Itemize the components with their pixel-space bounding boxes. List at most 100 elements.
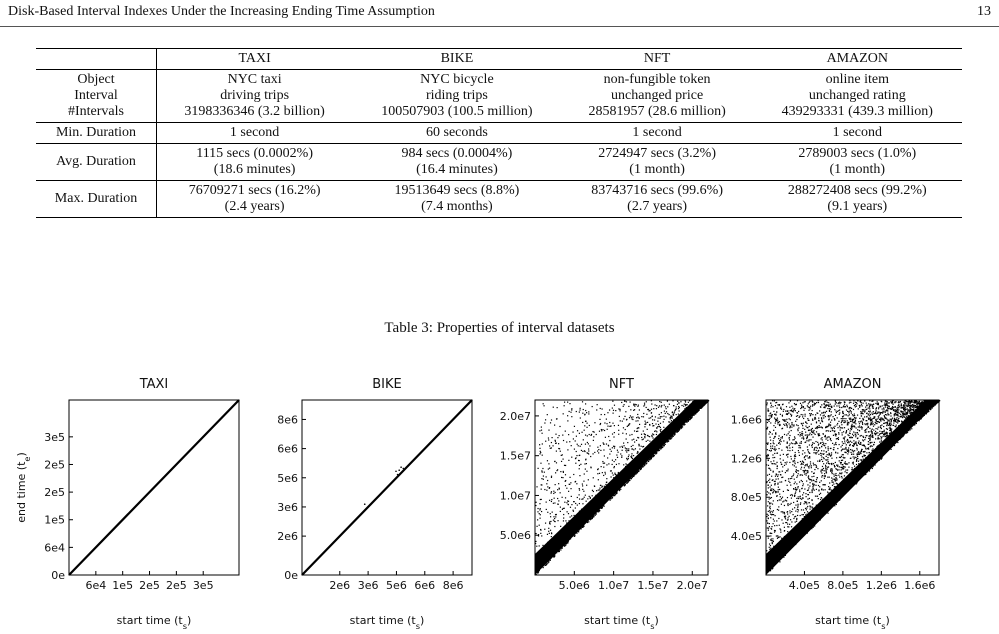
scatter-point (862, 436, 865, 438)
scatter-point (677, 418, 680, 420)
scatter-point (670, 415, 672, 417)
scatter-point (799, 415, 801, 417)
scatter-point (860, 420, 862, 422)
scatter-point (905, 417, 907, 419)
scatter-point (840, 486, 842, 488)
scatter-point (910, 426, 912, 428)
scatter-point (647, 453, 649, 455)
scatter-point (811, 528, 813, 530)
scatter-point (887, 424, 890, 426)
scatter-point (795, 403, 797, 406)
scatter-point (563, 405, 565, 407)
scatter-point (818, 453, 820, 455)
scatter-point (808, 439, 810, 441)
scatter-point (692, 401, 694, 403)
scatter-point (582, 485, 584, 487)
scatter-point (869, 410, 871, 412)
scatter-point (852, 426, 854, 428)
scatter-point (771, 513, 773, 516)
scatter-point (888, 427, 890, 429)
scatter-point (826, 454, 828, 456)
scatter-point (539, 503, 541, 505)
scatter-point (671, 437, 673, 439)
scatter-point (791, 475, 793, 478)
scatter-point (814, 481, 816, 483)
scatter-point (542, 475, 545, 477)
scatter-point (796, 476, 798, 478)
scatter-point (579, 409, 581, 411)
cell-line: 2724947 secs (3.2%) (598, 146, 716, 161)
scatter-point (864, 400, 866, 402)
scatter-point (811, 446, 813, 448)
scatter-point (562, 520, 565, 522)
scatter-point (930, 408, 932, 410)
scatter-point (658, 405, 661, 407)
scatter-point (779, 543, 781, 545)
scatter-point (570, 523, 572, 525)
scatter-point (897, 420, 899, 422)
scatter-point (842, 456, 844, 458)
scatter-point (676, 431, 678, 434)
scatter-point (789, 410, 791, 412)
cell-line: 2789003 secs (1.0%) (798, 146, 917, 161)
scatter-point (654, 440, 656, 442)
scatter-point (831, 419, 833, 421)
scatter-point (811, 401, 814, 403)
scatter-point (552, 519, 555, 521)
scatter-point (645, 401, 647, 403)
scatter-point (891, 428, 893, 430)
scatter-point (850, 481, 852, 483)
scatter-point (553, 555, 555, 558)
scatter-point (545, 508, 547, 511)
scatter-point (812, 519, 814, 521)
scatter-point (903, 404, 905, 406)
scatter-point (842, 454, 844, 456)
scatter-point (812, 436, 814, 438)
scatter-point (851, 475, 853, 477)
scatter-point (572, 509, 574, 511)
scatter-point (846, 463, 849, 465)
scatter-point (920, 402, 923, 404)
scatter-point (853, 400, 855, 402)
scatter-point (867, 458, 870, 460)
cell-line: 100507903 (100.5 million) (381, 104, 533, 119)
y-axis-label: end time (te) (15, 452, 32, 523)
scatter-point (832, 430, 834, 432)
scatter-point (563, 530, 565, 533)
scatter-point (800, 474, 802, 476)
scatter-point (573, 448, 576, 450)
scatter-point (799, 514, 801, 517)
scatter-point (768, 510, 771, 512)
scatter-point (596, 499, 598, 501)
scatter-point (895, 432, 897, 434)
scatter-point (539, 430, 541, 432)
scatter-point (813, 519, 815, 521)
scatter-point (638, 409, 640, 411)
scatter-point (932, 403, 934, 405)
scatter-point (569, 441, 571, 443)
scatter-point (824, 435, 826, 438)
scatter-point (827, 447, 829, 450)
scatter-point (786, 441, 788, 443)
scatter-point (848, 412, 850, 414)
scatter-point (842, 406, 844, 408)
scatter-point (582, 408, 584, 411)
scatter-point (610, 425, 612, 427)
scatter-point (538, 545, 540, 547)
scatter-point (683, 418, 686, 420)
scatter-point (547, 556, 550, 559)
scatter-point (554, 424, 556, 426)
scatter-point (844, 461, 846, 463)
scatter-point (776, 452, 779, 454)
scatter-point (901, 410, 903, 413)
scatter-point (635, 462, 637, 464)
scatter-point (537, 534, 540, 536)
scatter-point (546, 563, 548, 565)
scatter-point (918, 420, 920, 422)
scatter-point (825, 451, 827, 453)
scatter-point (809, 452, 811, 455)
scatter-point (663, 426, 665, 428)
scatter-point (820, 515, 822, 518)
scatter-point (843, 487, 845, 489)
scatter-point (891, 407, 894, 409)
